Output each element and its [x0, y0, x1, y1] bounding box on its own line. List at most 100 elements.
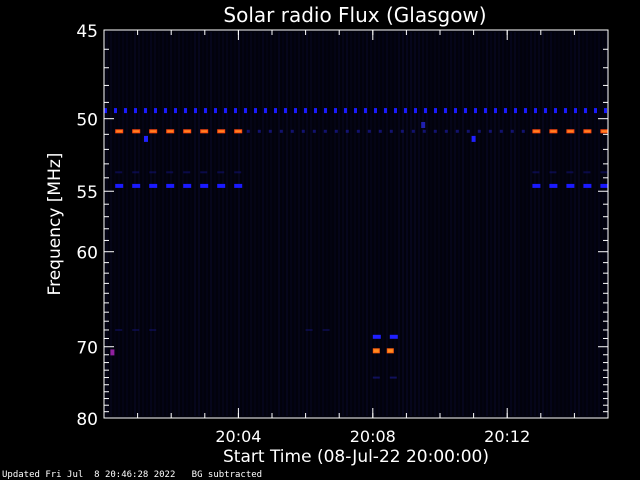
- y-tick-label: 50: [76, 111, 98, 131]
- noise-stripe: [270, 32, 272, 416]
- band-dash: [149, 329, 157, 331]
- noise-stripe: [114, 32, 116, 416]
- band-dash: [583, 171, 591, 174]
- noise-stripe: [350, 32, 352, 416]
- y-tick-label: 55: [76, 183, 98, 203]
- band-dash: [345, 129, 349, 133]
- noise-stripe: [110, 32, 112, 416]
- band-dash: [183, 171, 191, 174]
- band-dash: [604, 108, 607, 114]
- noise-stripe: [526, 32, 528, 416]
- band-dash: [323, 129, 327, 133]
- noise-stripe: [190, 32, 192, 416]
- noise-stripe: [470, 32, 472, 416]
- noise-stripe: [226, 32, 228, 416]
- x-tick-label: 20:04: [215, 427, 261, 446]
- band-dash-core: [133, 130, 140, 133]
- band-dash: [600, 171, 608, 174]
- band-dash: [433, 129, 437, 133]
- noise-stripe: [474, 32, 476, 416]
- y-tick-label: 60: [76, 244, 98, 264]
- band-dash: [411, 129, 415, 133]
- x-axis: 20:04 20:08 20:12: [103, 30, 609, 446]
- noise-stripe: [218, 32, 220, 416]
- band-dash-core: [167, 130, 174, 133]
- band-dash: [384, 108, 387, 114]
- emission-spot: [421, 122, 426, 128]
- band-dash: [334, 129, 338, 133]
- band-dash: [566, 183, 575, 188]
- noise-stripe: [602, 32, 604, 416]
- noise-stripe: [542, 32, 544, 416]
- plot-area: [104, 30, 608, 418]
- band-dash: [234, 108, 237, 114]
- band-dash: [544, 108, 547, 114]
- noise-stripe: [398, 32, 400, 416]
- band-dash: [454, 108, 457, 114]
- noise-stripe: [550, 32, 552, 416]
- band-dash: [183, 183, 192, 188]
- band-dash: [224, 108, 227, 114]
- noise-stripe: [566, 32, 568, 416]
- band-dash: [115, 183, 124, 188]
- noise-stripe: [606, 32, 608, 416]
- noise-stripe: [490, 32, 492, 416]
- band-dash: [149, 171, 157, 174]
- noise-stripe: [422, 32, 424, 416]
- band-dash-core: [387, 349, 393, 353]
- band-dash: [424, 108, 427, 114]
- band-dash-core: [584, 130, 591, 133]
- band-dash: [389, 129, 393, 133]
- noise-stripe: [458, 32, 460, 416]
- band-dash-core: [150, 130, 157, 133]
- noise-stripe: [130, 32, 132, 416]
- band-dash: [184, 108, 187, 114]
- band-dash: [132, 183, 141, 188]
- band-dash: [194, 108, 197, 114]
- noise-stripe: [242, 32, 244, 416]
- noise-stripe: [374, 32, 376, 416]
- band-dash: [356, 129, 360, 133]
- band-dash: [166, 183, 175, 188]
- noise-stripe: [174, 32, 176, 416]
- noise-stripe: [342, 32, 344, 416]
- emission-spots: [110, 122, 476, 356]
- band-dash: [257, 129, 261, 133]
- noise-stripe: [238, 32, 240, 416]
- noise-stripe: [442, 32, 444, 416]
- band-dash: [514, 108, 517, 114]
- band-dash: [334, 108, 337, 114]
- noise-stripe: [378, 32, 380, 416]
- band-dash: [132, 171, 140, 174]
- noise-stripe: [246, 32, 248, 416]
- band-dash: [584, 108, 587, 114]
- noise-stripe: [258, 32, 260, 416]
- noise-stripe: [558, 32, 560, 416]
- noise-stripe: [294, 32, 296, 416]
- noise-stripe: [290, 32, 292, 416]
- band-dash: [378, 129, 382, 133]
- emission-bands: [104, 108, 609, 379]
- band-dash: [234, 183, 243, 188]
- noise-stripe: [538, 32, 540, 416]
- noise-stripe: [222, 32, 224, 416]
- band-dash: [444, 108, 447, 114]
- noise-stripe: [362, 32, 364, 416]
- band-dash: [149, 183, 158, 188]
- noise-stripe: [506, 32, 508, 416]
- noise-stripe: [586, 32, 588, 416]
- noise-stripe: [530, 32, 532, 416]
- noise-stripe: [514, 32, 516, 416]
- band-dash: [444, 129, 448, 133]
- noise-stripe: [286, 32, 288, 416]
- noise-stripe: [450, 32, 452, 416]
- band-dash: [499, 129, 503, 133]
- x-tick-label: 20:12: [484, 427, 530, 446]
- band-dash: [324, 108, 327, 114]
- band-dash: [264, 108, 267, 114]
- noise-stripe: [306, 32, 308, 416]
- band-dash: [422, 129, 426, 133]
- noise-stripe: [394, 32, 396, 416]
- band-dash: [394, 108, 397, 114]
- band-dash: [564, 108, 567, 114]
